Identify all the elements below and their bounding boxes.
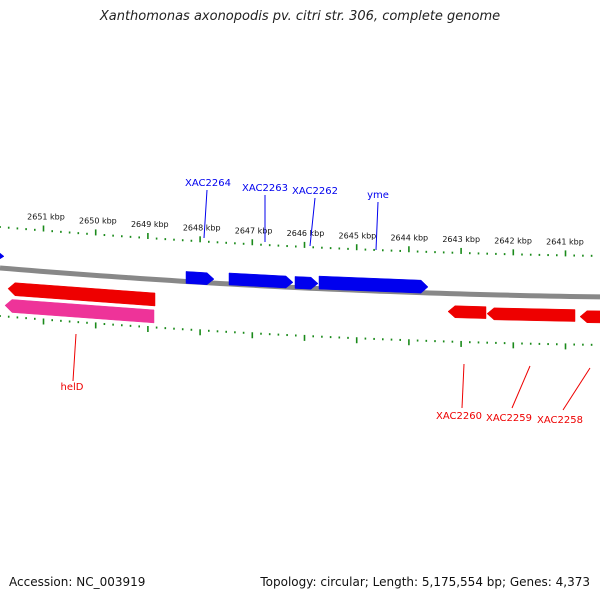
scale-label: 2642 kbp [494, 236, 532, 245]
scale-label: 2645 kbp [339, 231, 377, 240]
scale-label: 2648 kbp [183, 223, 221, 232]
scale-label: 2649 kbp [131, 220, 169, 229]
gene-arrow[interactable] [447, 305, 487, 319]
scale-label: 2646 kbp [287, 229, 325, 238]
label-leader [309, 197, 316, 247]
outer-scale-ticks [0, 225, 593, 257]
scale-label: 2643 kbp [442, 235, 480, 244]
label-leader [203, 189, 208, 239]
scale-label: 2651 kbp [27, 213, 65, 222]
label-leader [461, 363, 465, 409]
gene-label[interactable]: XAC2258 [537, 415, 583, 426]
scale-label: 2644 kbp [390, 233, 428, 242]
scale-labels: 2651 kbp 2650 kbp 2649 kbp 2648 kbp 2647 kbp… [27, 213, 584, 247]
gene-label[interactable]: XAC2260 [436, 411, 482, 422]
gene-arrow[interactable] [228, 272, 294, 289]
gene-label[interactable]: XAC2264 [185, 178, 231, 189]
forward-strand-genes[interactable] [0, 250, 429, 294]
accession-label: Accession: NC_003919 [9, 575, 146, 589]
gene-label[interactable]: yme [367, 190, 389, 201]
gene-label[interactable]: XAC2263 [242, 183, 288, 194]
gene-arrow[interactable] [579, 310, 600, 324]
gene-arrow[interactable] [185, 271, 215, 285]
gene-arrow[interactable] [318, 275, 429, 294]
reverse-strand-genes[interactable] [4, 282, 600, 324]
label-leader [72, 333, 77, 382]
gene-label[interactable]: XAC2262 [292, 186, 338, 197]
gene-arrow[interactable] [294, 276, 319, 290]
gene-arrow[interactable] [486, 307, 576, 322]
scale-label: 2650 kbp [79, 217, 117, 226]
gene-labels: XAC2264 XAC2263 XAC2262 yme helD XAC2260 XAC22… [61, 178, 591, 426]
inner-scale-ticks [0, 315, 593, 350]
label-leader [562, 367, 591, 411]
genome-title: Xanthomonas axonopodis pv. citri str. 30… [99, 9, 501, 24]
label-leader [375, 201, 379, 251]
label-leader [511, 365, 531, 409]
scale-label: 2647 kbp [235, 226, 273, 235]
gene-arrow[interactable] [0, 250, 5, 261]
gene-arrow[interactable] [4, 299, 155, 324]
scale-label: 2641 kbp [546, 237, 584, 246]
gene-label[interactable]: helD [61, 382, 84, 393]
genome-summary: Topology: circular; Length: 5,175,554 bp… [260, 575, 590, 589]
gene-label[interactable]: XAC2259 [486, 413, 532, 424]
gene-arrow[interactable] [7, 282, 156, 307]
